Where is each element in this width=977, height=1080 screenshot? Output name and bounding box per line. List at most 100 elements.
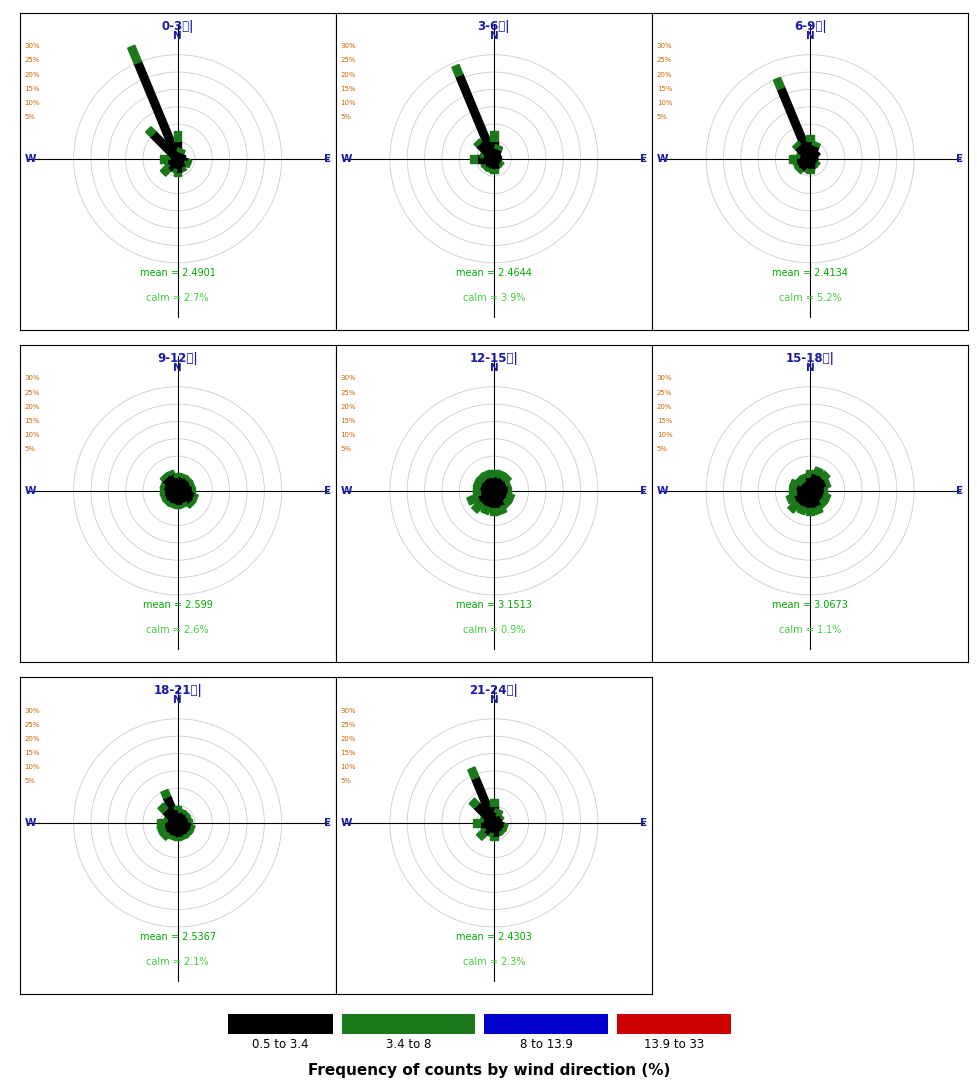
Text: 10%: 10% [340,432,356,437]
Polygon shape [507,487,511,495]
Text: E: E [323,153,330,164]
Polygon shape [451,65,462,77]
Polygon shape [160,789,170,799]
Polygon shape [166,156,179,166]
Polygon shape [176,156,189,166]
Polygon shape [809,487,824,495]
Polygon shape [794,166,802,174]
Text: N: N [489,696,497,705]
Polygon shape [174,812,185,824]
Polygon shape [495,470,505,480]
Polygon shape [807,488,822,503]
Text: 25%: 25% [657,390,671,395]
Polygon shape [800,167,809,173]
Polygon shape [178,154,185,163]
Polygon shape [806,473,820,492]
Polygon shape [490,820,503,833]
Polygon shape [484,157,496,168]
Polygon shape [500,498,511,509]
Polygon shape [812,161,820,168]
Polygon shape [788,154,795,163]
Polygon shape [169,167,177,173]
Text: 13.9 to 33: 13.9 to 33 [643,1038,703,1051]
Polygon shape [481,820,496,835]
Text: 10%: 10% [657,432,671,437]
Polygon shape [794,144,812,162]
Text: 12-15시|: 12-15시| [469,352,518,365]
Text: N: N [489,363,497,374]
Text: mean = 2.599: mean = 2.599 [143,599,212,610]
Text: 30%: 30% [340,43,356,50]
Text: calm = 2.3%: calm = 2.3% [462,957,525,967]
Polygon shape [489,159,497,170]
Polygon shape [176,815,189,826]
Polygon shape [482,470,491,480]
Polygon shape [178,819,188,826]
Polygon shape [485,167,493,173]
Text: calm = 2.1%: calm = 2.1% [147,957,209,967]
Text: 25%: 25% [24,721,40,728]
Polygon shape [473,819,480,826]
Text: 30%: 30% [24,376,40,381]
Polygon shape [813,467,822,476]
Polygon shape [794,476,805,486]
Text: 5%: 5% [340,446,351,451]
Polygon shape [493,154,497,163]
Text: E: E [323,486,330,496]
Polygon shape [467,767,479,780]
Polygon shape [174,490,182,504]
Polygon shape [492,156,501,165]
Polygon shape [808,487,824,500]
Polygon shape [179,834,188,840]
Polygon shape [806,158,816,166]
Text: mean = 2.4303: mean = 2.4303 [455,932,531,942]
Polygon shape [489,470,497,477]
Bar [342,1014,475,1035]
Polygon shape [805,141,813,159]
Polygon shape [773,78,784,90]
Polygon shape [489,477,497,490]
Polygon shape [169,489,181,505]
Polygon shape [799,473,809,483]
Polygon shape [805,470,813,477]
Text: 18-21시|: 18-21시| [153,684,202,697]
Polygon shape [192,494,198,502]
Polygon shape [165,157,180,172]
Polygon shape [489,170,497,173]
Polygon shape [469,798,479,809]
Polygon shape [795,482,811,495]
Polygon shape [806,145,818,160]
Polygon shape [163,487,178,495]
Text: 20%: 20% [24,71,40,78]
Polygon shape [480,819,493,826]
Polygon shape [485,831,493,837]
Polygon shape [175,488,192,505]
Polygon shape [791,161,798,168]
Polygon shape [489,490,497,509]
Polygon shape [466,494,479,505]
Polygon shape [473,480,482,489]
Text: 10%: 10% [24,764,40,770]
Text: 30%: 30% [24,707,40,714]
Polygon shape [799,489,813,509]
Polygon shape [188,819,191,826]
Polygon shape [498,827,506,835]
Polygon shape [824,487,827,495]
Text: 10%: 10% [657,99,671,106]
Polygon shape [160,166,170,176]
Text: 30%: 30% [340,376,356,381]
Polygon shape [166,151,173,160]
Polygon shape [157,804,168,813]
Polygon shape [163,820,179,832]
Polygon shape [128,45,142,64]
Polygon shape [174,504,182,509]
Polygon shape [160,481,166,489]
Text: 5%: 5% [340,113,351,120]
Polygon shape [489,837,497,840]
Text: E: E [323,818,330,828]
Text: N: N [805,363,814,374]
Polygon shape [795,154,809,163]
Text: 25%: 25% [340,721,356,728]
Text: N: N [489,31,497,41]
Text: 30%: 30% [657,43,671,50]
